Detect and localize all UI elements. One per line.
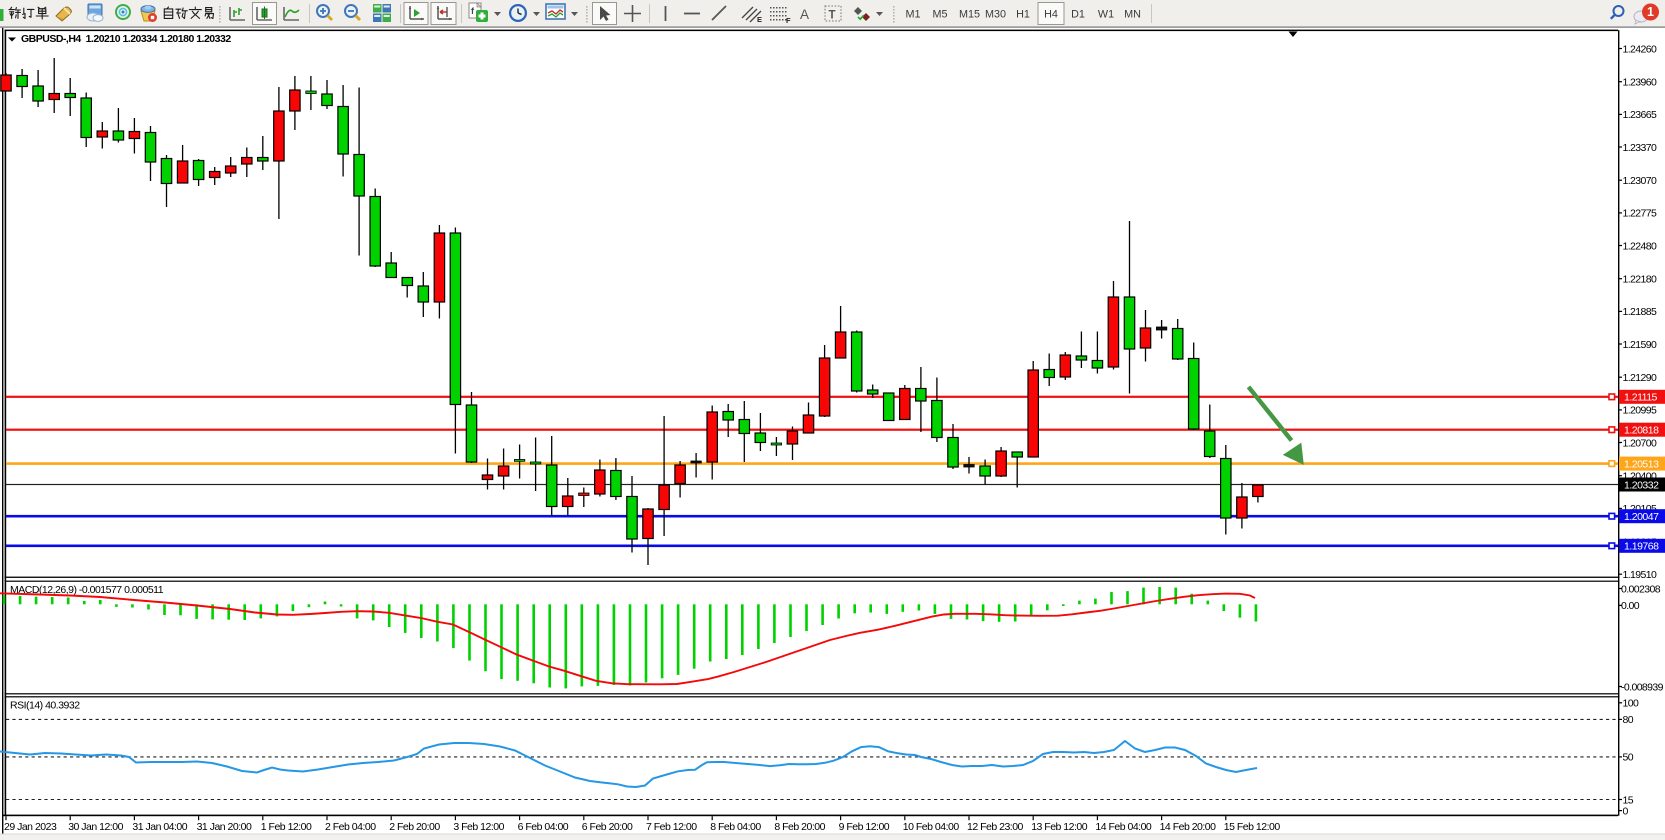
svg-text:2 Feb 04:00: 2 Feb 04:00 [325, 821, 376, 833]
svg-text:80: 80 [1623, 714, 1634, 726]
svg-text:MN: MN [1124, 8, 1141, 20]
svg-text:A: A [800, 7, 809, 22]
svg-text:29 Jan 2023: 29 Jan 2023 [4, 821, 57, 833]
svg-text:E: E [757, 15, 762, 24]
svg-text:13 Feb 12:00: 13 Feb 12:00 [1031, 821, 1088, 833]
svg-text:7 Feb 12:00: 7 Feb 12:00 [646, 821, 697, 833]
svg-text:H4: H4 [1044, 8, 1058, 20]
svg-text:-0.008939: -0.008939 [1621, 681, 1664, 693]
svg-text:1.20818: 1.20818 [1624, 425, 1659, 437]
svg-text:3 Feb 12:00: 3 Feb 12:00 [453, 821, 504, 833]
svg-text:1.19510: 1.19510 [1623, 569, 1658, 581]
svg-text:1.23665: 1.23665 [1623, 109, 1658, 121]
svg-text:14 Feb 20:00: 14 Feb 20:00 [1160, 821, 1217, 833]
svg-text:0.00: 0.00 [1621, 600, 1640, 612]
svg-text:1.21115: 1.21115 [1624, 392, 1658, 404]
svg-text:50: 50 [1623, 752, 1634, 764]
svg-text:M15: M15 [959, 8, 980, 20]
svg-text:31 Jan 20:00: 31 Jan 20:00 [197, 821, 252, 833]
svg-text:14 Feb 04:00: 14 Feb 04:00 [1095, 821, 1152, 833]
svg-text:1.20700: 1.20700 [1623, 437, 1658, 449]
svg-text:1.20332: 1.20332 [1624, 479, 1659, 491]
svg-text:RSI(14) 40.3932: RSI(14) 40.3932 [10, 700, 80, 712]
svg-text:0.002308: 0.002308 [1621, 583, 1661, 595]
svg-text:8 Feb 04:00: 8 Feb 04:00 [710, 821, 761, 833]
svg-text:1.22480: 1.22480 [1623, 240, 1658, 252]
svg-text:15: 15 [1623, 794, 1634, 806]
svg-text:31 Jan 04:00: 31 Jan 04:00 [132, 821, 187, 833]
svg-text:1: 1 [1647, 5, 1654, 19]
svg-text:H1: H1 [1016, 8, 1030, 20]
svg-text:1.22180: 1.22180 [1623, 274, 1658, 286]
svg-text:1.21885: 1.21885 [1623, 306, 1658, 318]
svg-text:8 Feb 20:00: 8 Feb 20:00 [774, 821, 825, 833]
svg-text:1.24260: 1.24260 [1623, 43, 1658, 55]
svg-text:f: f [471, 6, 475, 16]
svg-text:F: F [786, 16, 791, 25]
svg-text:M1: M1 [906, 8, 921, 20]
svg-text:9 Feb 12:00: 9 Feb 12:00 [839, 821, 890, 833]
svg-text:W1: W1 [1098, 8, 1114, 20]
svg-text:1.23070: 1.23070 [1623, 175, 1658, 187]
svg-text:1.22775: 1.22775 [1623, 208, 1658, 220]
svg-text:M5: M5 [933, 8, 948, 20]
svg-text:6 Feb 04:00: 6 Feb 04:00 [518, 821, 569, 833]
svg-text:1 Feb 12:00: 1 Feb 12:00 [261, 821, 312, 833]
svg-text:1.23370: 1.23370 [1623, 142, 1658, 154]
svg-text:GBPUSD-,H4 1.20210 1.20334 1.: GBPUSD-,H4 1.20210 1.20334 1.20180 1.203… [21, 33, 231, 45]
svg-text:1.20513: 1.20513 [1624, 458, 1659, 470]
svg-text:1.21590: 1.21590 [1623, 339, 1658, 351]
svg-text:2 Feb 20:00: 2 Feb 20:00 [389, 821, 440, 833]
svg-text:T: T [829, 10, 836, 22]
svg-text:1.20047: 1.20047 [1624, 511, 1659, 523]
svg-text:6 Feb 20:00: 6 Feb 20:00 [582, 821, 633, 833]
svg-text:1.23960: 1.23960 [1623, 77, 1658, 89]
svg-text:D1: D1 [1071, 8, 1085, 20]
svg-text:12 Feb 23:00: 12 Feb 23:00 [967, 821, 1024, 833]
svg-text:100: 100 [1623, 698, 1639, 710]
svg-text:15 Feb 12:00: 15 Feb 12:00 [1224, 821, 1281, 833]
svg-text:M30: M30 [985, 8, 1006, 20]
svg-text:30 Jan 12:00: 30 Jan 12:00 [68, 821, 123, 833]
svg-text:0: 0 [1623, 805, 1629, 817]
svg-text:1.21290: 1.21290 [1623, 372, 1658, 384]
svg-text:10 Feb 04:00: 10 Feb 04:00 [903, 821, 960, 833]
svg-text:MACD(12,26,9) -0.001577 0.0005: MACD(12,26,9) -0.001577 0.000511 [10, 584, 164, 596]
svg-text:1.20995: 1.20995 [1623, 405, 1658, 417]
svg-text:1.19768: 1.19768 [1624, 541, 1659, 553]
